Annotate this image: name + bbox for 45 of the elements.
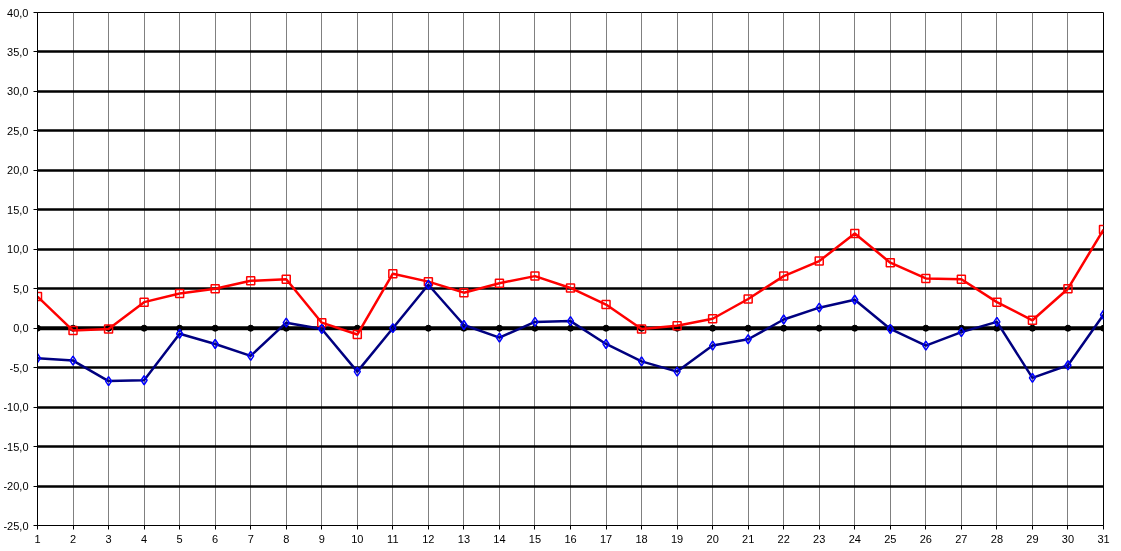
y-tick-label: 0,0	[13, 322, 29, 335]
y-tick-label: -25,0	[3, 519, 29, 532]
x-tick-label: 10	[351, 532, 364, 545]
x-tick-label: 20	[706, 532, 719, 545]
y-tick-label: 40,0	[7, 6, 29, 19]
y-tick-label: 30,0	[7, 85, 29, 98]
x-tick-label: 2	[69, 532, 77, 545]
x-tick-label: 12	[422, 532, 435, 545]
x-tick-label: 19	[670, 532, 684, 545]
x-tick-label: 5	[176, 532, 183, 545]
x-tick-label: 7	[247, 532, 254, 545]
y-tick-label: -15,0	[3, 440, 29, 453]
x-tick-label: 26	[919, 532, 932, 545]
x-tick-label: 21	[742, 532, 755, 545]
x-tick-label: 8	[283, 532, 290, 545]
y-tick-label: -5,0	[9, 361, 29, 374]
x-tick-label: 22	[777, 532, 790, 545]
x-tick-label: 11	[387, 532, 399, 545]
y-tick-label: 35,0	[7, 45, 29, 58]
y-tick-label: 5,0	[13, 282, 29, 295]
x-tick-label: 14	[493, 532, 506, 545]
y-tick-label: 15,0	[7, 203, 29, 216]
x-tick-label: 9	[318, 532, 325, 545]
x-tick-label: 27	[955, 532, 968, 545]
x-tick-label: 23	[813, 532, 826, 545]
x-tick-label: 4	[141, 532, 148, 545]
x-tick-label: 13	[457, 532, 471, 545]
x-tick-label: 28	[990, 532, 1004, 545]
y-tick-label: 10,0	[7, 243, 29, 256]
y-tick-label: 20,0	[7, 164, 29, 177]
x-tick-label: 3	[105, 532, 112, 545]
x-tick-label: 18	[635, 532, 648, 545]
y-tick-label: 25,0	[7, 124, 29, 137]
x-tick-label: 24	[848, 532, 861, 545]
y-tick-label: -20,0	[3, 480, 29, 493]
x-tick-label: 1	[34, 532, 41, 545]
y-tick-label: -10,0	[3, 401, 29, 414]
x-tick-label: 29	[1026, 532, 1039, 545]
x-tick-label: 16	[564, 532, 577, 545]
x-tick-label: 25	[884, 532, 897, 545]
x-tick-label: 15	[528, 532, 542, 545]
x-tick-label: 31	[1097, 532, 1110, 545]
x-tick-label: 30	[1061, 532, 1075, 545]
x-tick-label: 17	[599, 532, 613, 545]
x-tick-label: 6	[212, 532, 219, 545]
